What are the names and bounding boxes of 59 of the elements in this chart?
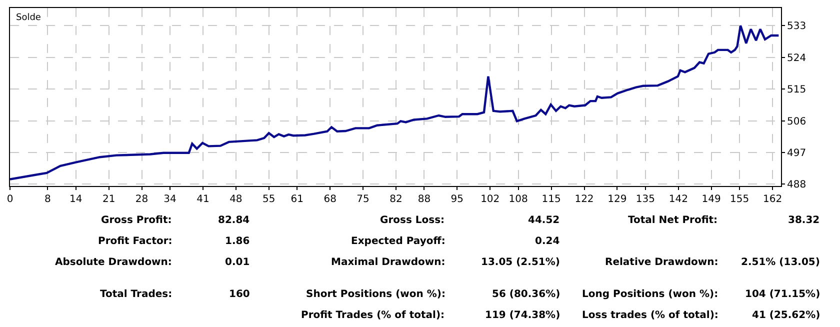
x-tick-label: 68 [324,194,336,205]
text: Short Positions (won %): [306,289,446,300]
x-tick-label: 149 [702,194,721,205]
x-tick-label: 108 [508,194,528,205]
text: Maximal Drawdown: [331,257,446,268]
text: Profit Trades (% of total): [301,310,445,321]
x-tick-label: 122 [574,194,594,205]
text: 0.24 [535,236,560,247]
y-tick-label: 515 [787,84,806,96]
text: 104 (71.15%) [745,289,820,300]
text: Expected Payoff: [351,236,446,247]
y-tick-label: 488 [787,180,806,191]
x-tick-label: 102 [480,194,500,205]
x-tick-label: 28 [135,194,148,205]
x-tick-label: 129 [608,194,627,205]
text: Total Net Profit: [628,215,718,226]
annotation: Solde [16,13,42,23]
x-tick-label: 41 [196,194,210,205]
text: Profit Factor: [98,236,172,247]
x-tick-label: 75 [356,194,370,205]
x-tick-label: 14 [70,194,82,205]
x-tick-label: 142 [668,194,688,205]
x-tick-label: 115 [542,194,561,205]
y-tick-label: 533 [787,21,806,32]
y-tick-label: 506 [787,116,806,128]
x-tick-label: 21 [102,194,116,205]
x-tick-label: 8 [44,194,51,205]
y-tick-label: 524 [787,52,806,64]
text: Long Positions (won %): [582,289,718,300]
x-tick-label: 135 [636,194,655,205]
text: 2.51% (13.05) [741,257,820,268]
text: 0.01 [225,257,250,268]
x-tick-label: 34 [164,194,176,205]
text: Loss trades (% of total): [582,310,718,321]
text: Relative Drawdown: [605,257,718,268]
line-series [10,24,780,180]
text: 38.32 [788,215,820,226]
text: 56 (80.36%) [492,289,560,300]
x-tick-label: 162 [762,194,782,205]
text: 44.52 [528,215,560,226]
text: Gross Profit: [101,215,172,226]
x-tick-label: 82 [390,194,402,205]
text: 82.84 [218,215,250,226]
x-tick-label: 88 [418,194,431,205]
text: 13.05 (2.51%) [481,257,560,268]
text: Absolute Drawdown: [55,257,172,268]
x-tick-label: 95 [450,194,464,205]
x-tick-label: 61 [290,194,304,205]
x-tick-label: 0 [6,194,14,205]
text: 119 (74.38%) [485,310,560,321]
x-tick-label: 48 [230,194,242,205]
y-tick-label: 497 [787,148,806,160]
text: Gross Loss: [380,215,445,226]
text: Total Trades: [100,289,172,300]
text: 160 [229,289,250,300]
x-tick-label: 55 [262,194,276,205]
x-tick-label: 155 [730,194,750,205]
text: 41 (25.62%) [752,310,820,321]
text: 1.86 [225,236,250,247]
